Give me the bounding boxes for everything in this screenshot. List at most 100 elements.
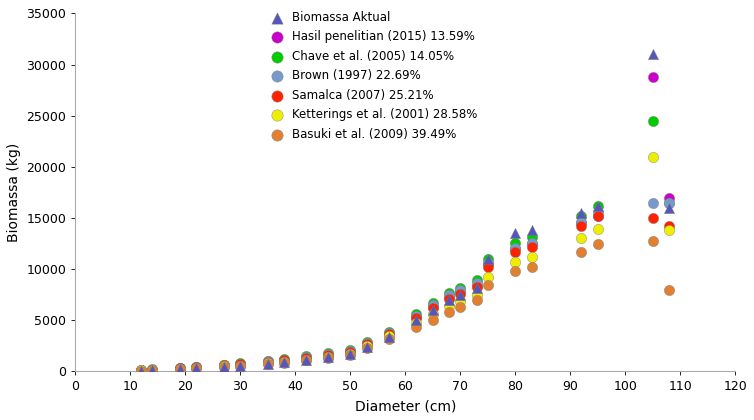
Ketterings et al. (2001) 28.58% (482, 274, 494, 281)
Samalca (2007) 25.21% (300, 354, 312, 361)
Brown (1997) 22.69% (443, 292, 455, 299)
Chave et al. (2005) 14.05% (482, 256, 494, 262)
Basuki et al. (2009) 39.49% (509, 268, 521, 275)
Samalca (2007) 25.21% (262, 358, 274, 365)
Samalca (2007) 25.21% (454, 290, 466, 297)
Basuki et al. (2009) 39.49% (146, 367, 158, 373)
Hasil penelitian (2015) 13.59% (664, 194, 676, 201)
Biomassa Aktual (234, 363, 247, 370)
Chave et al. (2005) 14.05% (234, 360, 247, 367)
Samalca (2007) 25.21% (383, 330, 395, 337)
Brown (1997) 22.69% (470, 280, 483, 286)
Biomassa Aktual (174, 366, 186, 373)
Hasil penelitian (2015) 13.59% (647, 74, 659, 80)
Basuki et al. (2009) 39.49% (360, 344, 372, 351)
Samalca (2007) 25.21% (322, 352, 334, 358)
Chave et al. (2005) 14.05% (470, 277, 483, 284)
Brown (1997) 22.69% (509, 244, 521, 251)
Brown (1997) 22.69% (647, 200, 659, 206)
Basuki et al. (2009) 39.49% (410, 324, 422, 331)
Brown (1997) 22.69% (136, 367, 148, 373)
Chave et al. (2005) 14.05% (360, 339, 372, 345)
Ketterings et al. (2001) 28.58% (345, 351, 357, 357)
Basuki et al. (2009) 39.49% (647, 237, 659, 244)
Brown (1997) 22.69% (664, 200, 676, 206)
Samalca (2007) 25.21% (360, 340, 372, 347)
Chave et al. (2005) 14.05% (454, 284, 466, 291)
Samalca (2007) 25.21% (575, 223, 587, 230)
Brown (1997) 22.69% (218, 362, 230, 368)
Brown (1997) 22.69% (427, 302, 439, 309)
Ketterings et al. (2001) 28.58% (218, 363, 230, 370)
Basuki et al. (2009) 39.49% (278, 360, 290, 366)
Brown (1997) 22.69% (360, 339, 372, 346)
Chave et al. (2005) 14.05% (410, 311, 422, 318)
Hasil penelitian (2015) 13.59% (278, 357, 290, 364)
Chave et al. (2005) 14.05% (592, 202, 604, 209)
Biomassa Aktual (322, 354, 334, 360)
Ketterings et al. (2001) 28.58% (592, 226, 604, 233)
Samalca (2007) 25.21% (410, 315, 422, 322)
Chave et al. (2005) 14.05% (383, 328, 395, 335)
Ketterings et al. (2001) 28.58% (454, 297, 466, 304)
Ketterings et al. (2001) 28.58% (136, 367, 148, 374)
Ketterings et al. (2001) 28.58% (664, 227, 676, 234)
Biomassa Aktual (360, 344, 372, 350)
Basuki et al. (2009) 39.49% (383, 336, 395, 342)
Basuki et al. (2009) 39.49% (234, 363, 247, 370)
Hasil penelitian (2015) 13.59% (482, 261, 494, 268)
Brown (1997) 22.69% (278, 357, 290, 363)
Samalca (2007) 25.21% (174, 365, 186, 371)
Biomassa Aktual (509, 230, 521, 237)
Brown (1997) 22.69% (300, 354, 312, 360)
Chave et al. (2005) 14.05% (664, 200, 676, 206)
Chave et al. (2005) 14.05% (647, 118, 659, 124)
Basuki et al. (2009) 39.49% (526, 264, 538, 270)
Hasil penelitian (2015) 13.59% (575, 220, 587, 226)
Ketterings et al. (2001) 28.58% (146, 367, 158, 373)
Ketterings et al. (2001) 28.58% (278, 359, 290, 365)
Biomassa Aktual (592, 202, 604, 209)
Ketterings et al. (2001) 28.58% (526, 254, 538, 260)
Samalca (2007) 25.21% (592, 213, 604, 219)
Ketterings et al. (2001) 28.58% (234, 362, 247, 369)
Ketterings et al. (2001) 28.58% (443, 303, 455, 310)
Hasil penelitian (2015) 13.59% (509, 245, 521, 252)
Ketterings et al. (2001) 28.58% (427, 311, 439, 318)
Brown (1997) 22.69% (262, 358, 274, 365)
Hasil penelitian (2015) 13.59% (136, 367, 148, 373)
Samalca (2007) 25.21% (190, 364, 202, 370)
Samalca (2007) 25.21% (427, 304, 439, 311)
Samalca (2007) 25.21% (482, 264, 494, 270)
Basuki et al. (2009) 39.49% (664, 286, 676, 293)
Brown (1997) 22.69% (234, 360, 247, 367)
Hasil penelitian (2015) 13.59% (190, 364, 202, 370)
Basuki et al. (2009) 39.49% (470, 297, 483, 304)
Brown (1997) 22.69% (592, 208, 604, 215)
X-axis label: Diameter (cm): Diameter (cm) (354, 399, 456, 413)
Chave et al. (2005) 14.05% (262, 357, 274, 364)
Basuki et al. (2009) 39.49% (454, 304, 466, 310)
Hasil penelitian (2015) 13.59% (218, 362, 230, 369)
Brown (1997) 22.69% (454, 287, 466, 294)
Hasil penelitian (2015) 13.59% (322, 351, 334, 358)
Chave et al. (2005) 14.05% (345, 347, 357, 354)
Hasil penelitian (2015) 13.59% (526, 240, 538, 247)
Ketterings et al. (2001) 28.58% (470, 291, 483, 298)
Ketterings et al. (2001) 28.58% (262, 360, 274, 366)
Biomassa Aktual (575, 210, 587, 216)
Ketterings et al. (2001) 28.58% (360, 343, 372, 349)
Brown (1997) 22.69% (383, 329, 395, 336)
Ketterings et al. (2001) 28.58% (174, 365, 186, 372)
Brown (1997) 22.69% (526, 239, 538, 246)
Ketterings et al. (2001) 28.58% (300, 356, 312, 363)
Chave et al. (2005) 14.05% (190, 363, 202, 370)
Ketterings et al. (2001) 28.58% (575, 235, 587, 242)
Biomassa Aktual (262, 360, 274, 367)
Ketterings et al. (2001) 28.58% (190, 365, 202, 371)
Biomassa Aktual (526, 227, 538, 234)
Hasil penelitian (2015) 13.59% (427, 304, 439, 310)
Basuki et al. (2009) 39.49% (218, 363, 230, 370)
Hasil penelitian (2015) 13.59% (410, 314, 422, 320)
Hasil penelitian (2015) 13.59% (470, 282, 483, 289)
